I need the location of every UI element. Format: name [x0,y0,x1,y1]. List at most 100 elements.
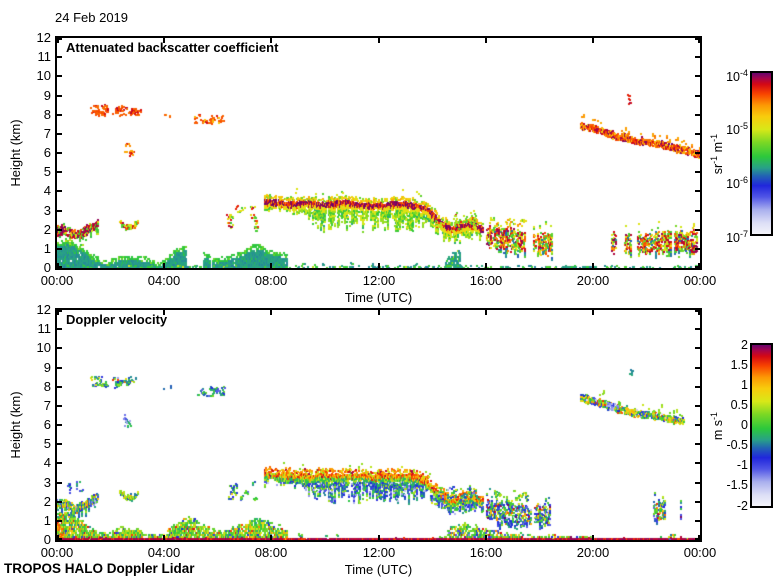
y-tick-label: 8 [43,379,51,394]
velocity-panel: Doppler velocity [55,308,702,542]
y-tick-label: 11 [37,49,52,64]
velocity-heatmap-canvas [57,310,700,540]
instrument-label: TROPOS HALO Doppler Lidar [4,561,195,576]
y-tick [695,114,700,116]
x-tick [378,310,380,315]
panel-title: Attenuated backscatter coefficient [66,40,279,55]
x-tick-label: 00:00 [683,273,717,288]
y-tick [57,266,62,268]
x-tick [592,310,594,315]
x-tick-label: 04:00 [147,545,181,560]
colorbar-tick-label: 0 [741,418,748,432]
x-tick-label: 16:00 [469,545,503,560]
x-tick [57,535,59,540]
x-tick-label: 20:00 [576,545,610,560]
y-tick [695,229,700,231]
colorbar-tick-label: 10-4 [726,67,748,84]
y-tick-label: 5 [43,436,51,451]
y-tick-label: 7 [43,398,51,413]
x-tick [485,535,487,540]
y-tick [695,424,700,426]
y-tick [695,328,700,330]
x-tick-label: 08:00 [254,273,288,288]
y-tick [57,210,62,212]
y-tick [57,405,62,407]
x-tick [698,535,700,540]
colorbar-tick-label: -1 [736,458,748,473]
colorbar-tick-label: -1.5 [726,478,748,493]
y-tick [695,386,700,388]
x-tick-label: 16:00 [469,273,503,288]
x-tick [378,535,380,540]
colorbar-tick-label: -0.5 [726,438,748,453]
y-tick [57,462,62,464]
x-tick [163,535,165,540]
x-tick [698,38,700,43]
x-tick-label: 00:00 [683,545,717,560]
y-tick-label: 4 [43,183,51,198]
y-tick-label: 12 [36,302,51,317]
x-tick [57,38,59,43]
y-tick [695,367,700,369]
y-tick-label: 2 [43,494,51,509]
y-tick [695,538,700,540]
x-tick [378,263,380,268]
y-tick [695,171,700,173]
y-tick [57,95,62,97]
y-tick [57,171,62,173]
backscatter-heatmap-canvas [57,38,700,268]
y-tick [57,443,62,445]
y-tick [695,347,700,349]
x-tick [57,263,59,268]
x-tick [592,263,594,268]
x-tick [270,310,272,315]
backscatter-panel: Attenuated backscatter coefficient [55,36,702,270]
colorbar-tick-label: 2 [741,337,748,352]
y-tick [57,310,62,312]
y-tick [57,248,62,250]
x-tick [57,310,59,315]
y-tick [57,190,62,192]
x-tick-label: 08:00 [254,545,288,560]
y-tick-label: 3 [43,203,51,218]
colorbar-tick-label: 10-6 [726,174,748,191]
colorbar-velocity [750,342,773,508]
y-tick [57,424,62,426]
x-tick [270,263,272,268]
y-axis-label: Height (km) [8,391,23,459]
y-tick-label: 8 [43,107,51,122]
date-label: 24 Feb 2019 [55,10,129,25]
x-tick [698,310,700,315]
x-tick [378,38,380,43]
y-tick [57,347,62,349]
y-tick-label: 6 [43,417,51,432]
x-tick-label: 00:00 [40,273,74,288]
y-tick [695,443,700,445]
y-tick [57,56,62,58]
y-tick [695,501,700,503]
y-tick [695,248,700,250]
x-tick [592,38,594,43]
colorbar-backscatter [750,70,773,236]
y-tick [57,328,62,330]
colorbar-unit-label: sr-1 m-1 [708,133,726,175]
colorbar-tick-label: 10-5 [726,121,748,138]
y-tick [695,56,700,58]
y-tick-label: 11 [37,321,52,336]
y-tick [695,405,700,407]
y-tick-label: 4 [43,455,51,470]
y-tick-label: 7 [43,126,51,141]
y-tick-label: 10 [36,340,51,355]
x-tick [592,535,594,540]
y-tick [57,520,62,522]
y-tick-label: 0 [43,260,51,275]
y-tick [695,190,700,192]
y-tick [57,229,62,231]
panel-title: Doppler velocity [66,312,168,327]
colorbar-tick-label: 1.5 [730,357,748,372]
y-tick-label: 0 [43,532,51,547]
y-tick [57,501,62,503]
y-tick [695,462,700,464]
x-tick [270,38,272,43]
